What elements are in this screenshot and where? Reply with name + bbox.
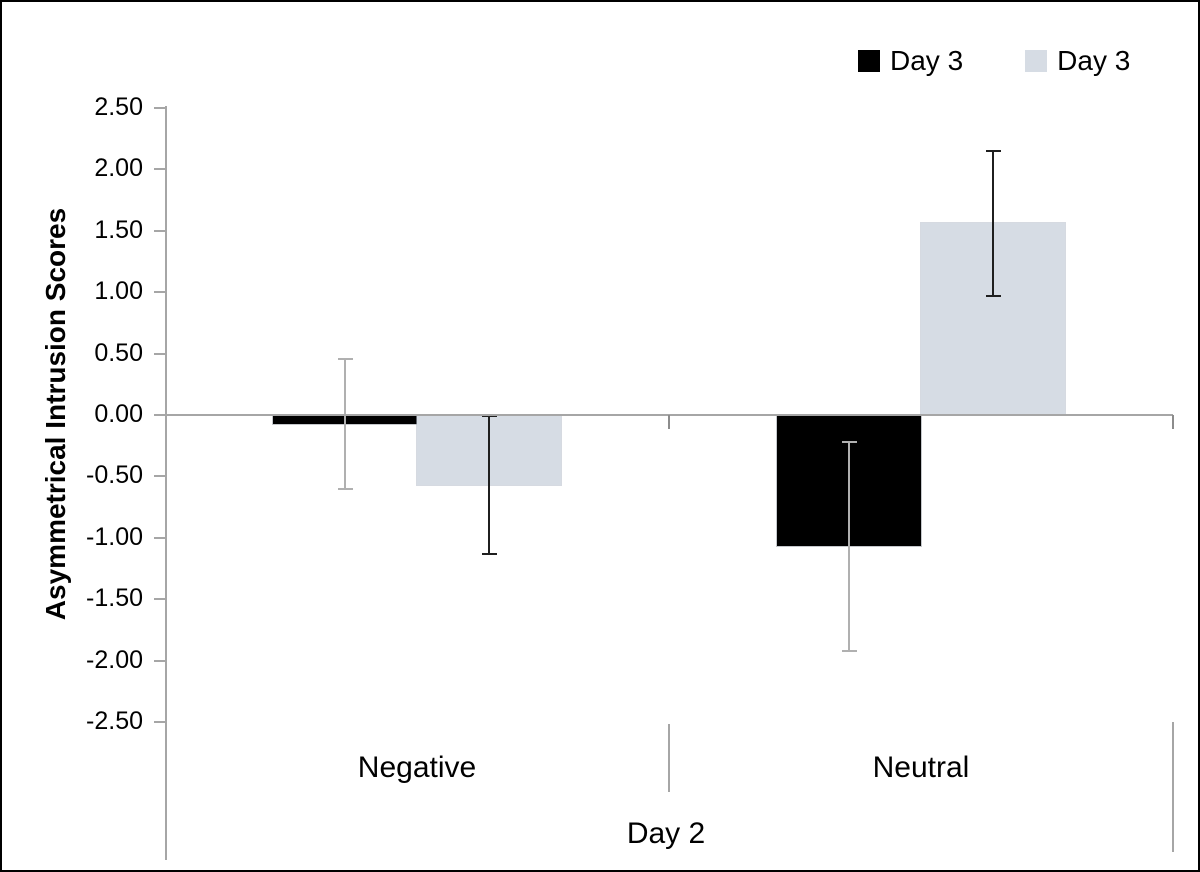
legend-swatch-icon xyxy=(858,50,880,72)
y-axis-tick xyxy=(154,352,165,355)
legend-label: Day 3 xyxy=(890,45,964,76)
y-axis-tick xyxy=(154,414,165,416)
legend: Day 3 Day 3 xyxy=(858,45,1130,77)
error-bar-cap-top xyxy=(986,149,1001,152)
legend-label: Day 3 xyxy=(1057,45,1131,76)
error-bar-cap-top xyxy=(482,415,497,418)
y-axis-tick xyxy=(154,168,165,171)
y-tick-label: 2.00 xyxy=(94,154,143,183)
y-axis-tick xyxy=(154,475,165,478)
y-axis-title: Asymmetrical Intrusion Scores xyxy=(40,207,71,621)
category-boundary-tick xyxy=(1172,415,1174,429)
y-axis-tick xyxy=(154,291,165,294)
y-tick-label: 1.00 xyxy=(94,277,143,306)
error-bar-line xyxy=(992,150,994,296)
y-tick-label: -0.50 xyxy=(86,461,143,490)
category-label-neutral: Neutral xyxy=(872,751,970,784)
x-axis-title: Day 2 xyxy=(626,817,706,850)
y-tick-label: -1.50 xyxy=(86,584,143,613)
error-bar-cap-bottom xyxy=(986,294,1001,297)
y-tick-label: 0.50 xyxy=(94,338,143,367)
y-tick-label: 0.00 xyxy=(94,399,143,428)
y-axis-tick xyxy=(154,598,165,601)
error-bar-cap-top xyxy=(338,357,353,360)
y-axis-tick xyxy=(154,107,165,109)
y-tick-label: -2.00 xyxy=(86,645,143,674)
error-bar-cap-bottom xyxy=(482,552,497,555)
error-bar-line xyxy=(848,442,850,651)
category-separator-line xyxy=(668,724,670,792)
error-bar-line xyxy=(344,358,346,489)
error-bar-cap-top xyxy=(842,441,857,444)
y-axis-tick xyxy=(154,659,165,662)
y-tick-label: -2.50 xyxy=(86,706,143,735)
error-bar-line xyxy=(488,416,490,554)
error-bar-cap-bottom xyxy=(842,649,857,652)
y-axis-line xyxy=(165,106,167,860)
y-axis-tick xyxy=(154,721,165,723)
y-tick-label: 1.50 xyxy=(94,215,143,244)
y-tick-label: -1.00 xyxy=(86,522,143,551)
y-tick-label: 2.50 xyxy=(94,92,143,121)
legend-swatch-icon xyxy=(1025,50,1048,72)
y-axis-tick xyxy=(154,229,165,232)
category-boundary-tick xyxy=(668,415,670,429)
legend-item: Day 3 xyxy=(858,45,963,77)
y-axis-tick xyxy=(154,536,165,539)
category-separator-line xyxy=(1172,722,1174,852)
category-label-negative: Negative xyxy=(357,751,477,784)
error-bar-cap-bottom xyxy=(338,487,353,490)
legend-item: Day 3 xyxy=(1025,45,1130,77)
